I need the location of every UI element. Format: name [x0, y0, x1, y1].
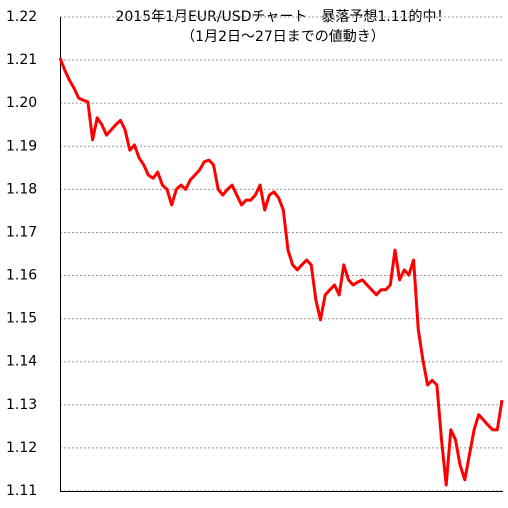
y-tick-label: 1.22 [6, 9, 37, 25]
y-tick-label: 1.18 [6, 181, 37, 197]
y-tick-label: 1.15 [6, 311, 37, 327]
y-tick-label: 1.12 [6, 440, 37, 456]
y-tick-label: 1.21 [6, 52, 37, 68]
y-tick-label: 1.13 [6, 397, 37, 413]
chart-title: 2015年1月EUR/USDチャート 暴落予想1.11的中！ [115, 9, 450, 25]
y-tick-label: 1.16 [6, 268, 37, 284]
y-tick-label: 1.14 [6, 354, 37, 370]
chart-subtitle: （1月2日～27日までの値動き） [181, 29, 385, 45]
y-tick-label: 1.17 [6, 224, 37, 240]
y-tick-label: 1.11 [6, 483, 37, 499]
y-tick-label: 1.20 [6, 95, 37, 111]
y-tick-label: 1.19 [6, 138, 37, 154]
line-series [58, 57, 504, 487]
